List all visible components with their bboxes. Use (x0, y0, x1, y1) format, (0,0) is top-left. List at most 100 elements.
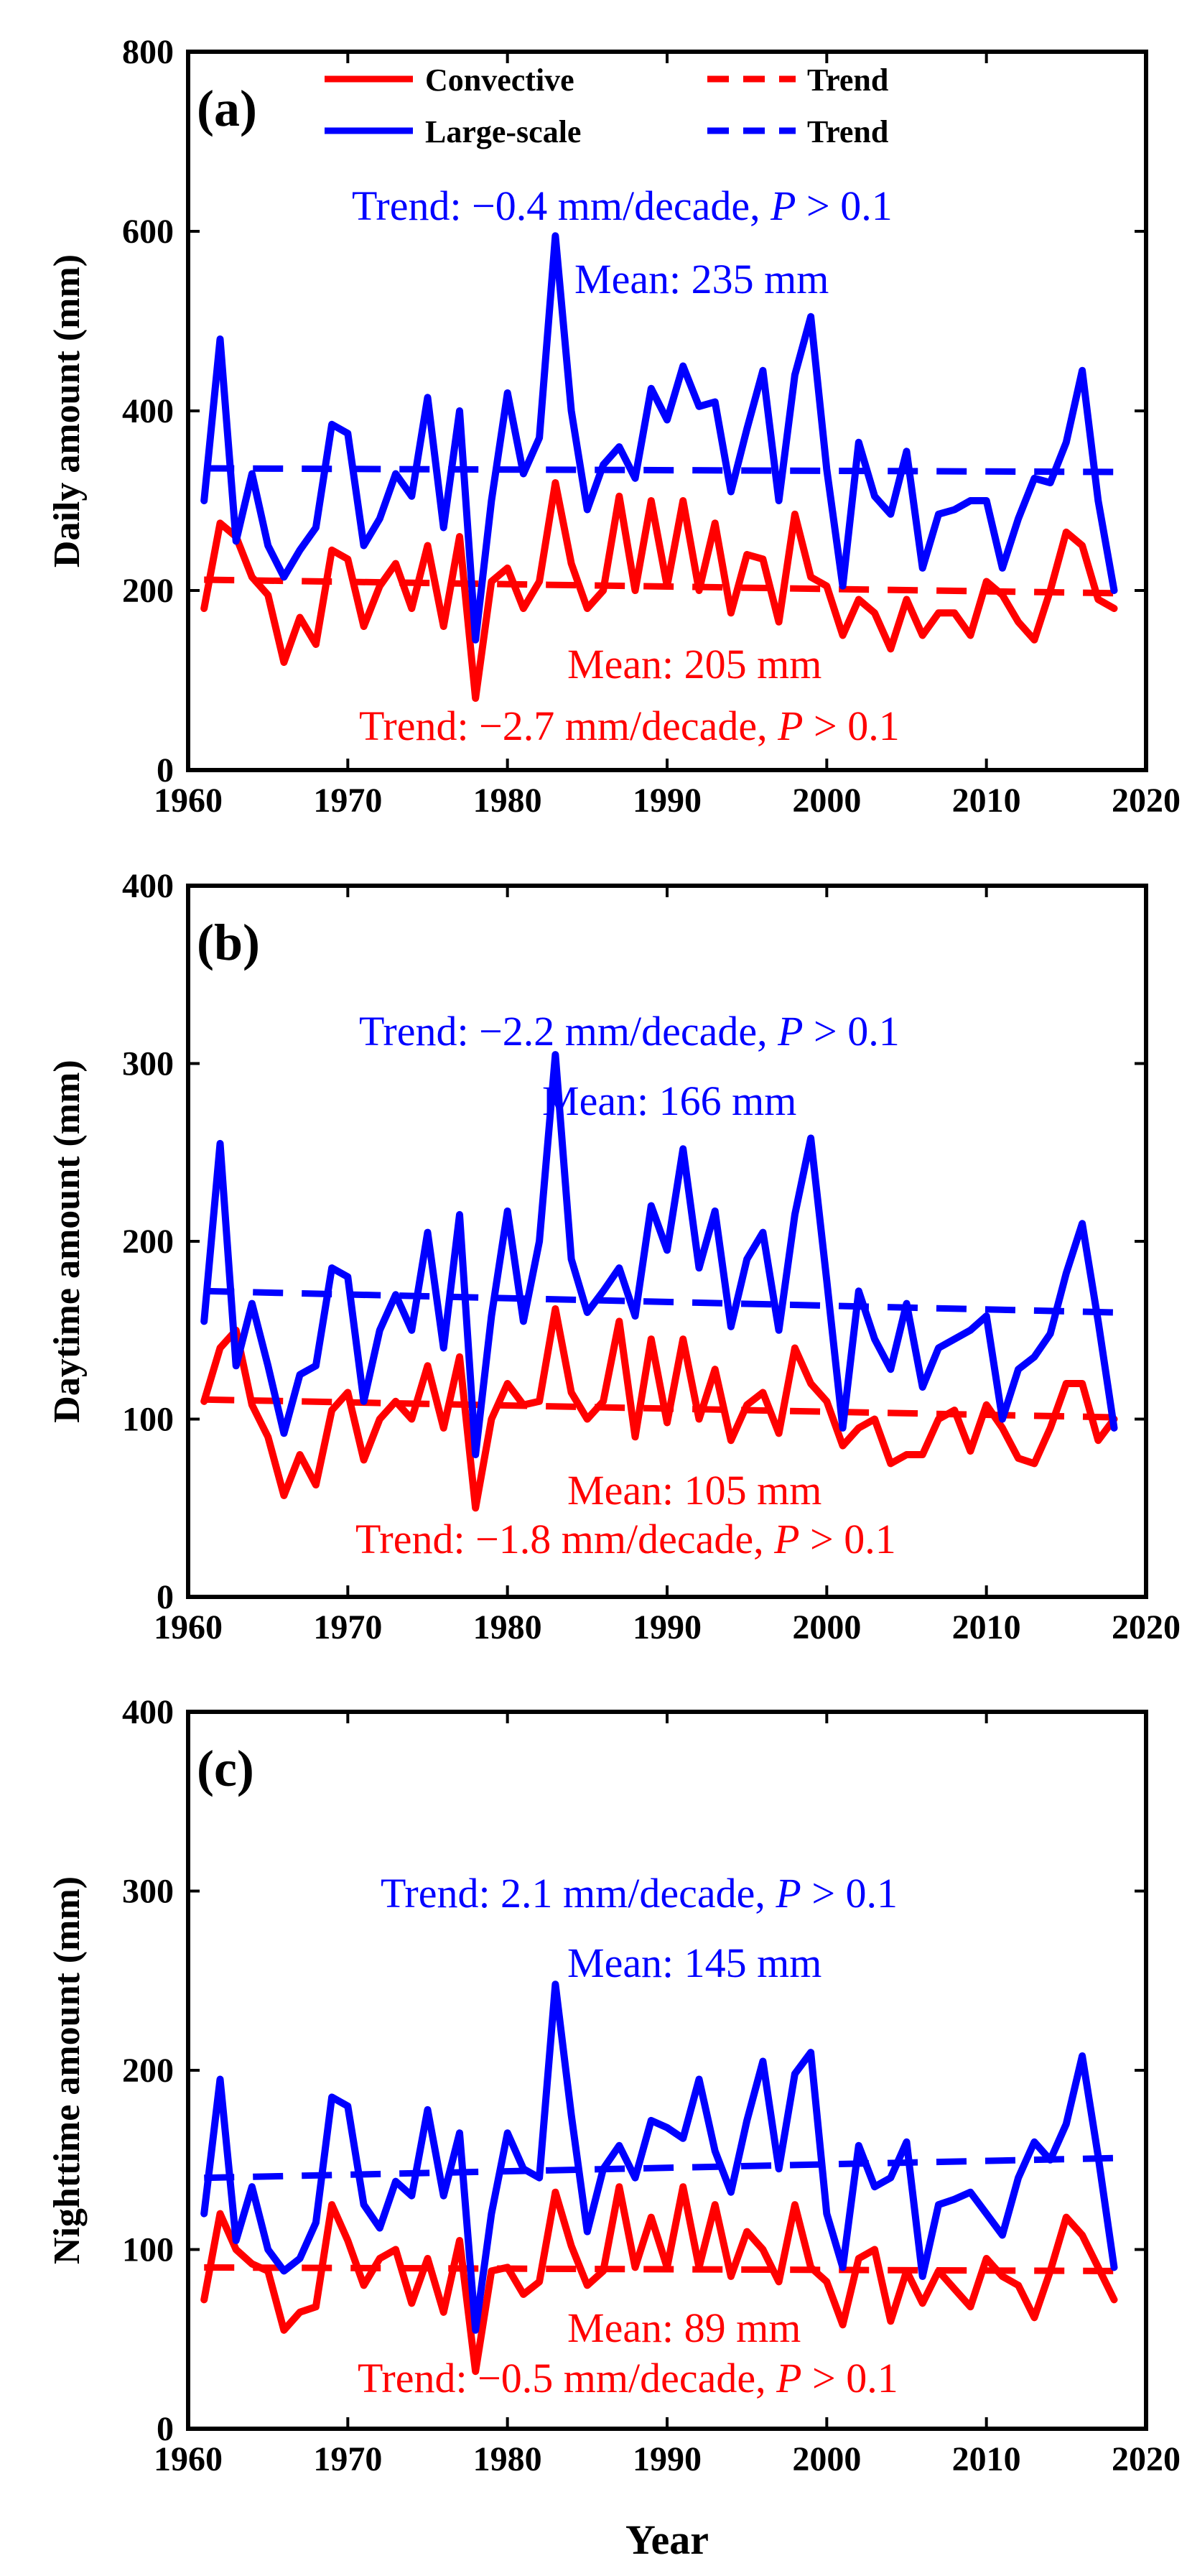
panel-a-large-scale-trend-tail: > 0.1 (796, 182, 893, 229)
panel-b-large-scale-trend: Trend: −2.2 mm/decade, P > 0.1 (359, 1008, 900, 1055)
panel-c-large-scale-trend-tail: > 0.1 (801, 1870, 898, 1917)
panel-a-xtick-label-1970: 1970 (313, 782, 382, 820)
panel-b-xtick-label-1960: 1960 (154, 1608, 223, 1646)
panel-c-trend-line-large-scale (204, 2154, 1114, 2182)
panel-c-ytick-label-300: 300 (122, 1873, 174, 1911)
panel-b-trend-line-convective (204, 1396, 1114, 1421)
panel-c-convective-mean: Mean: 89 mm (567, 2304, 801, 2351)
panel-a-ytick-label-400: 400 (122, 392, 174, 430)
panel-b-trend-line-large-scale (204, 1287, 1114, 1316)
panel-c-ytick-label-100: 100 (122, 2231, 174, 2269)
panel-b-series-convective (200, 1305, 1118, 1512)
panel-c-xtick-label-1990: 1990 (633, 2440, 702, 2478)
panel-b-convective-mean: Mean: 105 mm (567, 1467, 821, 1514)
panel-b-series (200, 1051, 1118, 1512)
panel-a-ytick-label-600: 600 (122, 213, 174, 251)
legend-label-trend-large-scale: Trend (807, 114, 888, 149)
panel-a-convective-trend-text: Trend: −2.7 mm/decade, (359, 703, 778, 749)
panel-b-ytick-label-200: 200 (122, 1223, 174, 1261)
panel-b-ytick-label-0: 0 (157, 1578, 174, 1616)
panel-c: 1960 1970 1980 1990 2000 2010 2020 0 100 200 300 40… (47, 1693, 1181, 2563)
panel-a-ytick-label-0: 0 (157, 751, 174, 789)
panel-b-large-scale-trend-text: Trend: −2.2 mm/decade, (359, 1008, 778, 1055)
panel-c-convective-trend-text: Trend: −0.5 mm/decade, (358, 2355, 776, 2401)
legend-label-trend-convective: Trend (807, 62, 888, 98)
panel-a-series-large-scale (200, 232, 1118, 644)
panel-c-large-scale-trend: Trend: 2.1 mm/decade, P > 0.1 (381, 1870, 898, 1917)
legend-label-large-scale: Large-scale (425, 114, 581, 149)
panel-a-xtick-label-2000: 2000 (792, 782, 861, 820)
panel-b-xtick-label-1970: 1970 (313, 1608, 382, 1646)
panel-b-ytick-label-100: 100 (122, 1401, 174, 1439)
panel-c-ytick-label-200: 200 (122, 2052, 174, 2090)
panel-c-convective-trend-p: P (776, 2355, 801, 2401)
panel-b-ylabel: Daytime amount (mm) (47, 1060, 88, 1422)
panel-a-trend-line-large-scale (204, 465, 1114, 476)
panel-b-large-scale-trend-tail: > 0.1 (804, 1008, 900, 1055)
legend-label-convective: Convective (425, 62, 574, 98)
panel-c-xtick-label-1970: 1970 (313, 2440, 382, 2478)
panel-c-xtick-label-2010: 2010 (952, 2440, 1021, 2478)
panel-b-ytick-label-400: 400 (122, 867, 174, 905)
panel-a-ytick-label-200: 200 (122, 572, 174, 610)
panel-c-large-scale-trend-p: P (775, 1870, 801, 1917)
panel-a-large-scale-trend: Trend: −0.4 mm/decade, P > 0.1 (352, 182, 893, 229)
panel-b: 1960 1970 1980 1990 2000 2010 2020 0 100 200 300 40… (47, 867, 1181, 1646)
panel-c-ytick-label-400: 400 (122, 1693, 174, 1731)
panel-a-xtick-label-1960: 1960 (154, 782, 223, 820)
panel-b-convective-trend-p: P (773, 1516, 799, 1562)
panel-c-large-scale-trend-text: Trend: 2.1 mm/decade, (381, 1870, 776, 1917)
panel-c-series-large-scale (200, 1980, 1118, 2334)
panel-a-ytick-label-800: 800 (122, 33, 174, 71)
panel-a-convective-trend: Trend: −2.7 mm/decade, P > 0.1 (359, 703, 900, 749)
panel-b-convective-trend-tail: > 0.1 (800, 1516, 896, 1562)
panel-b-convective-trend-text: Trend: −1.8 mm/decade, (355, 1516, 774, 1562)
panel-b-xtick-label-2010: 2010 (952, 1608, 1021, 1646)
panel-a-trend-line-convective (204, 576, 1114, 597)
panel-b-ticks: 1960 1970 1980 1990 2000 2010 2020 0 100 200 300 40… (122, 867, 1181, 1646)
panel-a-convective-mean: Mean: 205 mm (567, 641, 821, 687)
panel-c-xtick-label-2020: 2020 (1112, 2440, 1181, 2478)
panel-a-letter: (a) (197, 80, 257, 137)
panel-b-large-scale-mean: Mean: 166 mm (542, 1078, 796, 1124)
panel-b-xtick-label-1980: 1980 (473, 1608, 542, 1646)
panel-a: 1960 1970 1980 1990 2000 2010 2020 0 200 400 600 80… (47, 33, 1181, 820)
panel-c-series (200, 1980, 1118, 2376)
panel-a-xtick-label-1990: 1990 (633, 782, 702, 820)
panel-c-xtick-label-1960: 1960 (154, 2440, 223, 2478)
panel-a-large-scale-trend-text: Trend: −0.4 mm/decade, (352, 182, 771, 229)
panel-c-convective-trend: Trend: −0.5 mm/decade, P > 0.1 (358, 2355, 898, 2401)
panel-b-large-scale-trend-p: P (777, 1008, 803, 1055)
panel-a-ylabel: Daily amount (mm) (47, 254, 88, 567)
panel-c-ylabel: Nighttime amount (mm) (47, 1876, 88, 2264)
panel-c-xtick-label-1980: 1980 (473, 2440, 542, 2478)
panel-b-convective-trend: Trend: −1.8 mm/decade, P > 0.1 (355, 1516, 896, 1562)
panel-c-trend-line-convective (204, 2264, 1114, 2274)
panel-c-ytick-label-0: 0 (157, 2410, 174, 2448)
panel-a-series (200, 232, 1118, 702)
panel-c-ticks: 1960 1970 1980 1990 2000 2010 2020 0 100 200 300 40… (122, 1693, 1181, 2478)
panel-c-convective-trend-tail: > 0.1 (802, 2355, 898, 2401)
panel-c-xlabel: Year (625, 2516, 709, 2563)
panel-a-convective-trend-p: P (777, 703, 803, 749)
legend: Convective Large-scale Trend Trend (325, 62, 888, 149)
panel-b-xtick-label-2020: 2020 (1112, 1608, 1181, 1646)
panel-b-xtick-label-1990: 1990 (633, 1608, 702, 1646)
panel-b-ytick-label-300: 300 (122, 1045, 174, 1083)
panel-a-ticks: 1960 1970 1980 1990 2000 2010 2020 0 200 400 600 80… (122, 33, 1181, 820)
panel-a-xtick-label-2020: 2020 (1112, 782, 1181, 820)
panel-c-series-convective (200, 2183, 1118, 2376)
panel-b-series-large-scale (200, 1051, 1118, 1458)
panel-a-large-scale-trend-p: P (770, 182, 796, 229)
panel-c-large-scale-mean: Mean: 145 mm (567, 1940, 821, 1986)
panel-a-convective-trend-tail: > 0.1 (804, 703, 900, 749)
panel-b-xtick-label-2000: 2000 (792, 1608, 861, 1646)
panel-c-xtick-label-2000: 2000 (792, 2440, 861, 2478)
panel-c-letter: (c) (197, 1740, 254, 1797)
panel-a-xtick-label-1980: 1980 (473, 782, 542, 820)
panel-a-large-scale-mean: Mean: 235 mm (574, 256, 829, 302)
panel-b-letter: (b) (197, 914, 260, 971)
panel-a-series-convective (200, 479, 1118, 702)
panel-a-xtick-label-2010: 2010 (952, 782, 1021, 820)
